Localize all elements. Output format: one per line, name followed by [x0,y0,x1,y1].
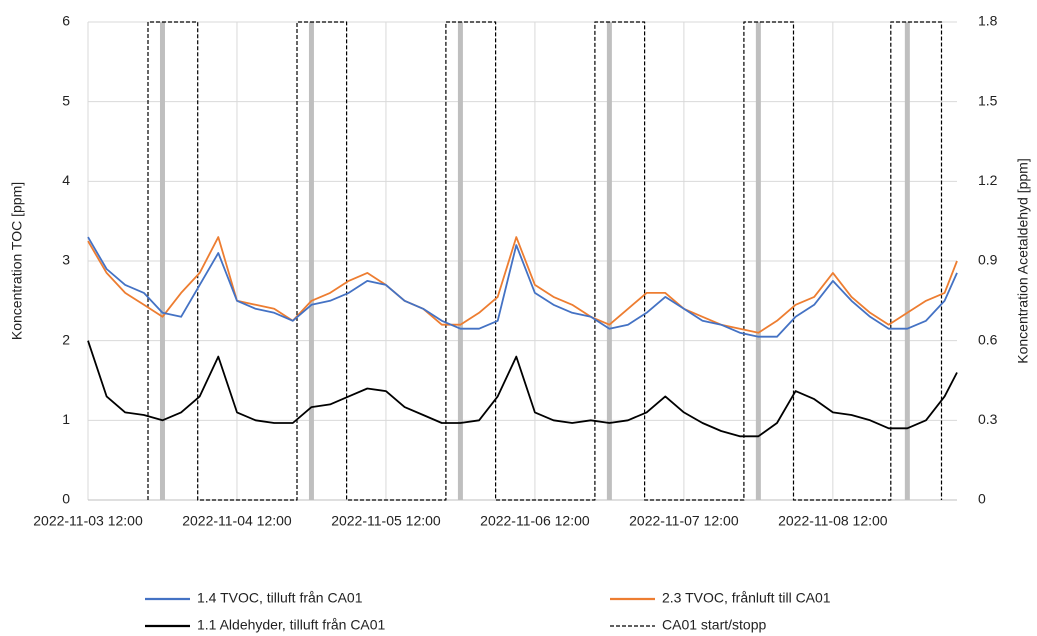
x-tick-label: 2022-11-07 12:00 [629,513,739,529]
y2-tick-label: 0.6 [978,331,998,347]
y-tick-label: 0 [62,491,70,507]
y2-axis-title: Koncentration Acetaldehyd [ppm] [1015,158,1031,363]
series-line [147,21,943,501]
y-tick-label: 4 [62,172,70,188]
legend-label: CA01 start/stopp [662,617,766,633]
series-line [87,236,958,334]
series-line [87,236,958,338]
y-tick-label: 2 [62,331,70,347]
y2-tick-label: 1.5 [978,92,998,108]
x-tick-label: 2022-11-08 12:00 [778,513,888,529]
x-tick-label: 2022-11-06 12:00 [480,513,590,529]
x-tick-label: 2022-11-05 12:00 [331,513,441,529]
y2-tick-label: 0.9 [978,252,998,268]
y-tick-label: 1 [62,411,70,427]
legend-label: 1.4 TVOC, tilluft från CA01 [197,590,363,606]
y-tick-label: 5 [62,92,70,108]
x-tick-label: 2022-11-03 12:00 [33,513,143,529]
y2-tick-label: 0.3 [978,411,998,427]
y2-tick-label: 0 [978,491,986,507]
y-tick-label: 6 [62,13,70,29]
y-axis-title: Koncentration TOC [ppm] [9,182,25,340]
series-line [87,340,958,438]
y2-tick-label: 1.2 [978,172,998,188]
legend-label: 2.3 TVOC, frånluft till CA01 [662,590,831,606]
y2-tick-label: 1.8 [978,13,998,29]
x-tick-label: 2022-11-04 12:00 [182,513,292,529]
legend-label: 1.1 Aldehyder, tilluft från CA01 [197,617,386,633]
y-tick-label: 3 [62,252,70,268]
